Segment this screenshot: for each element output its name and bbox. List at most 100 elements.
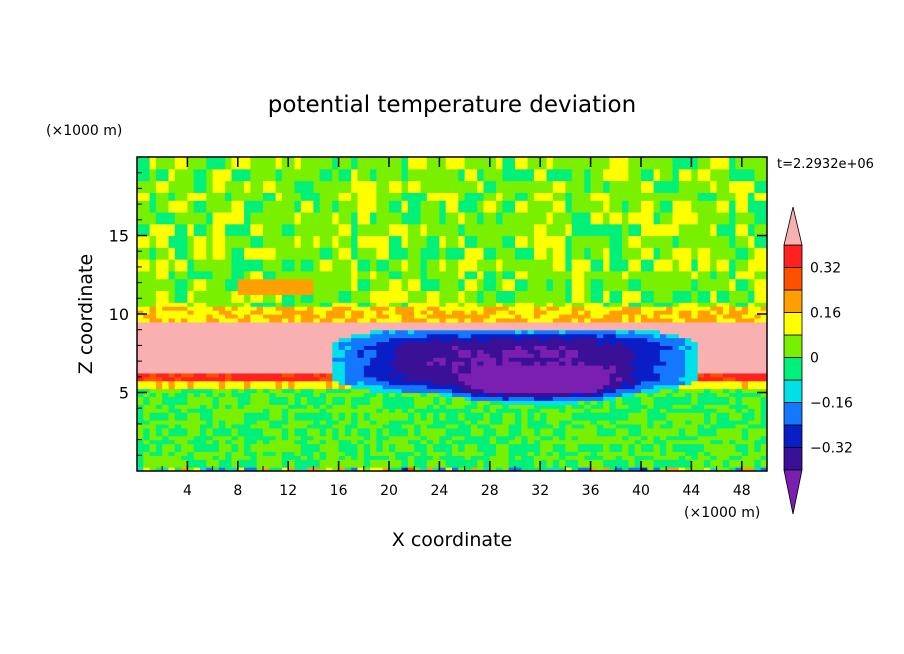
field-cell — [269, 337, 277, 343]
field-cell — [439, 184, 447, 189]
field-cell — [244, 243, 251, 248]
field-cell — [162, 329, 170, 335]
field-cell — [231, 235, 239, 241]
field-cell — [483, 306, 491, 311]
field-cell — [143, 341, 151, 346]
field-cell — [212, 270, 220, 276]
field-cell — [401, 274, 409, 280]
field-cell — [370, 310, 377, 315]
field-cell — [477, 443, 485, 449]
field-cell — [269, 200, 277, 205]
field-cell — [420, 219, 428, 225]
field-cell — [470, 223, 478, 229]
field-cell — [244, 208, 251, 213]
field-cell — [231, 361, 239, 366]
field-cell — [458, 419, 466, 425]
field-cell — [263, 176, 270, 182]
field-cell — [414, 396, 422, 401]
field-cell — [206, 451, 214, 456]
field-cell — [326, 419, 333, 425]
field-cell — [382, 388, 390, 394]
field-cell — [407, 215, 415, 221]
field-cell — [326, 255, 333, 260]
field-cell — [149, 302, 157, 307]
field-cell — [445, 388, 453, 394]
field-cell — [489, 294, 497, 299]
field-cell — [407, 294, 415, 299]
field-cell — [502, 294, 510, 299]
field-cell — [370, 290, 377, 295]
field-cell — [193, 317, 201, 323]
field-cell — [401, 361, 409, 366]
field-cell — [452, 337, 459, 343]
field-cell — [483, 419, 491, 425]
field-cell — [433, 262, 440, 268]
field-cell — [445, 365, 453, 370]
field-cell — [338, 451, 346, 456]
field-cell — [162, 200, 170, 205]
field-cell — [508, 160, 516, 166]
field-cell — [218, 172, 226, 178]
field-cell — [168, 208, 176, 213]
field-cell — [212, 243, 220, 248]
field-cell — [143, 317, 151, 323]
field-cell — [212, 431, 220, 437]
field-cell — [382, 270, 390, 276]
field-cell — [275, 164, 283, 170]
field-cell — [256, 160, 264, 166]
field-cell — [351, 196, 359, 201]
field-cell — [181, 380, 188, 386]
field-cell — [376, 208, 384, 213]
field-cell — [464, 439, 472, 445]
field-cell — [269, 223, 277, 229]
field-cell — [426, 278, 434, 284]
field-cell — [319, 157, 327, 162]
field-cell — [464, 337, 472, 343]
field-cell — [344, 423, 352, 429]
field-cell — [206, 259, 214, 264]
field-cell — [313, 168, 321, 174]
field-cell — [307, 372, 314, 378]
field-cell — [256, 404, 264, 409]
field-cell — [395, 204, 403, 209]
field-cell — [137, 310, 144, 315]
field-cell — [200, 290, 207, 295]
field-cell — [351, 278, 359, 284]
field-cell — [313, 325, 321, 331]
field-cell — [174, 412, 182, 417]
field-cell — [281, 368, 289, 374]
field-cell — [357, 361, 365, 366]
field-cell — [162, 357, 170, 362]
field-cell — [269, 298, 277, 303]
field-cell — [319, 451, 327, 456]
field-cell — [489, 184, 497, 189]
field-cell — [212, 337, 220, 343]
field-cell — [407, 325, 415, 331]
field-cell — [200, 298, 207, 303]
field-cell — [426, 463, 434, 468]
field-cell — [256, 294, 264, 299]
field-cell — [370, 278, 377, 284]
field-cell — [319, 231, 327, 237]
field-cell — [168, 306, 176, 311]
field-cell — [521, 435, 529, 441]
field-cell — [143, 164, 151, 170]
field-cell — [376, 160, 384, 166]
field-cell — [420, 262, 428, 268]
field-cell — [269, 196, 277, 201]
field-cell — [502, 412, 510, 417]
field-cell — [244, 325, 251, 331]
field-cell — [206, 467, 214, 471]
field-cell — [181, 365, 188, 370]
field-cell — [187, 223, 195, 229]
field-cell — [489, 396, 497, 401]
field-cell — [458, 463, 466, 468]
field-cell — [332, 274, 340, 280]
field-cell — [407, 247, 415, 252]
field-cell — [344, 455, 352, 460]
field-cell — [382, 290, 390, 295]
field-cell — [338, 259, 346, 264]
field-cell — [407, 329, 415, 335]
field-cell — [445, 278, 453, 284]
field-cell — [338, 459, 346, 464]
